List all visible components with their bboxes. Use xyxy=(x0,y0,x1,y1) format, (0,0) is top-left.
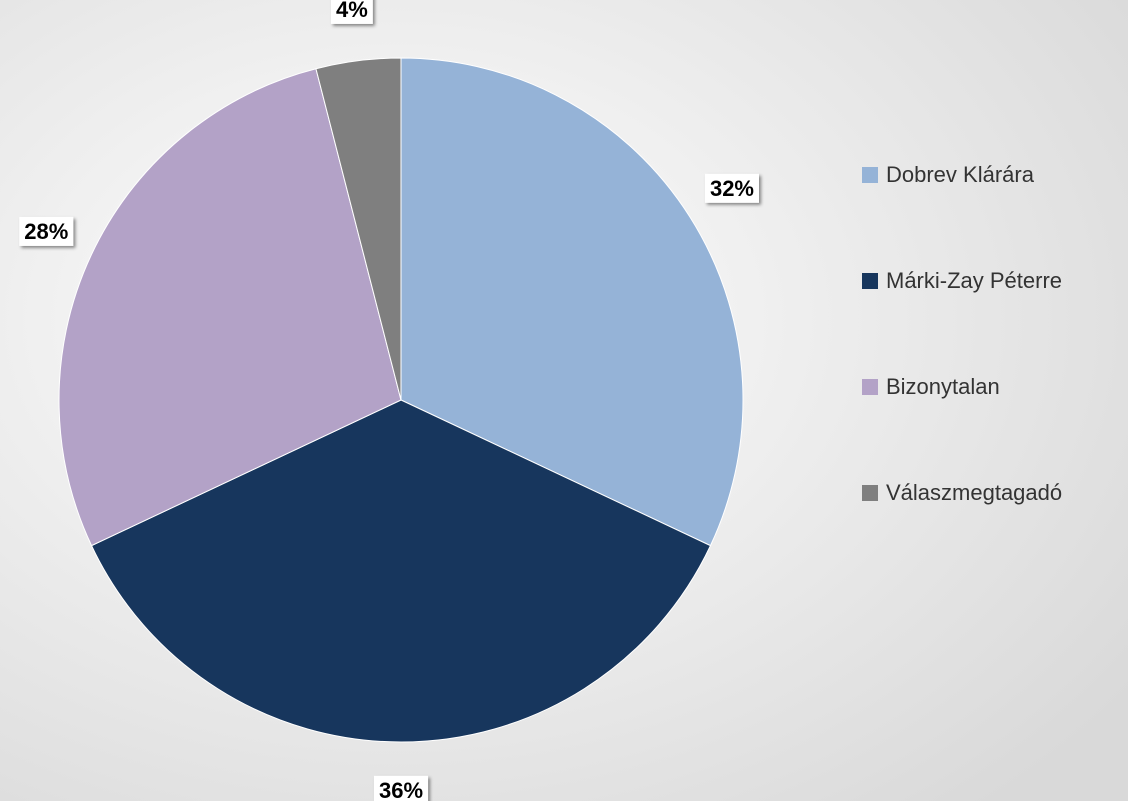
pie-slice xyxy=(400,57,744,547)
data-label-group: 36% xyxy=(373,775,429,801)
legend-swatch xyxy=(862,379,878,395)
pie-slice xyxy=(90,399,712,743)
data-label: 36% xyxy=(379,778,423,801)
legend-swatch xyxy=(862,167,878,183)
data-label-group: 32% xyxy=(704,173,759,203)
data-label-box xyxy=(330,0,373,24)
data-label-group: 4% xyxy=(330,0,373,24)
legend-label: Bizonytalan xyxy=(886,374,1000,399)
data-label-box xyxy=(373,775,429,801)
legend-swatch xyxy=(862,485,878,501)
legend-swatch xyxy=(862,273,878,289)
data-label: 28% xyxy=(24,219,68,244)
legend-label: Válaszmegtagadó xyxy=(886,480,1062,505)
legend-label: Dobrev Klárára xyxy=(886,162,1035,187)
legend-label: Márki-Zay Péterre xyxy=(886,268,1062,293)
data-label: 4% xyxy=(336,0,368,22)
data-label-box xyxy=(704,173,759,203)
pie-slice xyxy=(58,68,402,547)
data-label-group: 28% xyxy=(19,216,74,246)
data-label-box xyxy=(19,216,74,246)
data-label: 32% xyxy=(710,176,754,201)
pie-slice xyxy=(315,57,402,401)
